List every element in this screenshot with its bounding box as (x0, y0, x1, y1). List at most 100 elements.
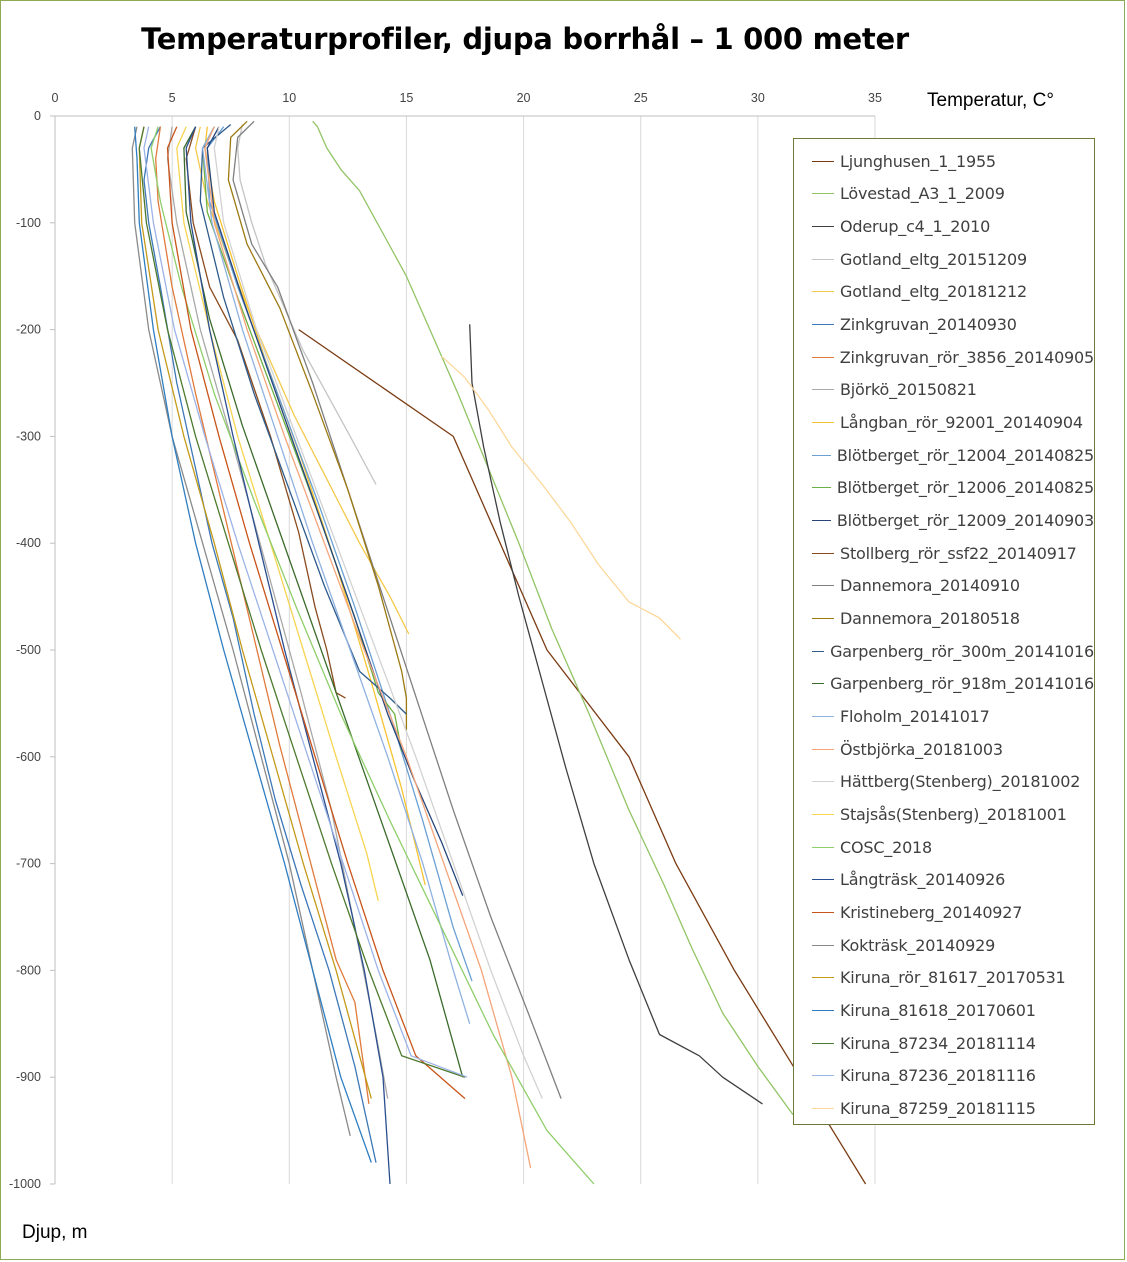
legend-swatch (812, 1042, 834, 1044)
series-line-27 (138, 126, 466, 1078)
legend-label: Stajsås(Stenberg)_20181001 (840, 804, 1067, 824)
legend-item-4: Gotland_eltg_20181212 (794, 276, 1094, 309)
legend-label: Kokträsk_20140929 (840, 935, 996, 955)
x-tick-label-0: 0 (52, 91, 59, 105)
legend-item-26: Kiruna_81618_20170601 (794, 994, 1094, 1027)
legend-label: Kiruna_87259_20181115 (840, 1098, 1036, 1118)
x-tick-labels: 0 5 10 15 20 25 30 35 (52, 91, 882, 105)
series-line-21 (150, 126, 595, 1185)
legend-label: Kristineberg_20140927 (840, 902, 1023, 922)
legend-item-18: Östbjörka_20181003 (794, 733, 1094, 766)
legend-label: Blötberget_rör_12009_20140903 (836, 511, 1094, 531)
legend-item-11: Blötberget_rör_12009_20140903 (794, 504, 1094, 537)
legend-swatch (812, 226, 834, 228)
series-line-10 (201, 126, 403, 752)
axes (50, 115, 875, 1185)
legend-swatch (812, 715, 834, 717)
series-line-26 (134, 126, 372, 1163)
y-tick-label-6: -600 (16, 750, 41, 764)
legend-swatch (812, 258, 834, 260)
series-line-19 (213, 126, 543, 1099)
y-tick-label-1: -100 (16, 216, 41, 230)
series-line-17 (201, 126, 471, 1024)
legend-swatch (812, 389, 834, 391)
legend-label: Lövestad_A3_1_2009 (840, 184, 1005, 204)
legend-label: Floholm_20141017 (840, 706, 990, 726)
legend-swatch (812, 552, 834, 554)
legend-item-14: Dannemora_20180518 (794, 602, 1094, 635)
legend-label: COSC_2018 (840, 837, 933, 857)
legend-label: Ljunghusen_1_1955 (840, 151, 996, 171)
x-tick-label-2: 10 (282, 91, 296, 105)
x-tick-label-7: 35 (868, 91, 882, 105)
series-line-11 (206, 126, 464, 896)
legend-swatch (812, 160, 834, 162)
legend-item-3: Gotland_eltg_20151209 (794, 243, 1094, 276)
legend-swatch (812, 422, 834, 424)
legend-item-16: Garpenberg_rör_918m_20141016 (794, 668, 1094, 701)
legend-swatch (812, 683, 825, 685)
legend-swatch (812, 193, 834, 195)
series-line-2 (469, 324, 763, 1105)
x-tick-label-3: 15 (399, 91, 413, 105)
legend-swatch (812, 911, 834, 913)
legend-label: Garpenberg_rör_918m_20141016 (830, 674, 1094, 694)
series-line-14 (227, 120, 408, 731)
series-line-16 (183, 126, 464, 1078)
legend-label: Dannemora_20180518 (840, 609, 1020, 629)
y-tick-label-9: -900 (16, 1070, 41, 1084)
legend-label: Kiruna_81618_20170601 (840, 1000, 1036, 1020)
series-line-12 (185, 126, 346, 699)
legend-item-23: Kristineberg_20140927 (794, 896, 1094, 929)
legend-item-6: Zinkgruvan_rör_3856_20140905 (794, 341, 1094, 374)
legend-item-13: Dannemora_20140910 (794, 570, 1094, 603)
y-tick-label-4: -400 (16, 536, 41, 550)
legend-swatch (812, 944, 834, 946)
legend: Ljunghusen_1_1955 Lövestad_A3_1_2009 Oderu… (793, 138, 1095, 1125)
legend-item-19: Hättberg(Stenberg)_20181002 (794, 765, 1094, 798)
series-line-3 (237, 124, 377, 485)
legend-label: Gotland_eltg_20181212 (840, 282, 1027, 302)
x-tick-label-1: 5 (169, 91, 176, 105)
legend-label: Kiruna_87234_20181114 (840, 1033, 1036, 1053)
series-line-20 (176, 126, 379, 902)
series-line-25 (138, 126, 372, 1099)
y-tick-label-8: -800 (16, 963, 41, 977)
legend-item-29: Kiruna_87259_20181115 (794, 1092, 1094, 1125)
legend-item-10: Blötberget_rör_12006_20140825 (794, 472, 1094, 505)
legend-swatch (812, 1075, 834, 1077)
legend-item-9: Blötberget_rör_12004_20140825 (794, 439, 1094, 472)
y-tick-labels: 0 -100 -200 -300 -400 -500 -600 -700 -800 -900 -10… (9, 109, 41, 1191)
y-tick-label-0: 0 (34, 109, 41, 123)
legend-swatch (812, 1009, 834, 1011)
legend-label: Blötberget_rör_12004_20140825 (836, 445, 1094, 465)
legend-swatch (812, 356, 834, 358)
legend-label: Kiruna_rör_81617_20170531 (840, 968, 1066, 988)
legend-swatch (812, 520, 831, 522)
legend-item-7: Björkö_20150821 (794, 374, 1094, 407)
legend-label: Gotland_eltg_20151209 (840, 249, 1027, 269)
legend-swatch (812, 618, 834, 620)
legend-item-2: Oderup_c4_1_2010 (794, 210, 1094, 243)
legend-swatch (812, 846, 834, 848)
legend-item-28: Kiruna_87236_20181116 (794, 1059, 1094, 1092)
legend-item-25: Kiruna_rör_81617_20170531 (794, 961, 1094, 994)
legend-label: Stollberg_rör_ssf22_20140917 (840, 543, 1077, 563)
legend-swatch (812, 977, 834, 979)
y-tick-label-7: -700 (16, 857, 41, 871)
legend-item-8: Långban_rör_92001_20140904 (794, 406, 1094, 439)
y-axis-label: Djup, m (22, 1222, 88, 1243)
legend-item-12: Stollberg_rör_ssf22_20140917 (794, 537, 1094, 570)
legend-swatch (812, 813, 834, 815)
series-line-1 (312, 120, 794, 1115)
series-line-28 (143, 126, 468, 1078)
legend-item-22: Långträsk_20140926 (794, 863, 1094, 896)
x-tick-label-6: 30 (751, 91, 765, 105)
legend-label: Östbjörka_20181003 (840, 739, 1003, 759)
series-line-24 (131, 126, 351, 1137)
legend-swatch (812, 585, 834, 587)
legend-label: Långban_rör_92001_20140904 (840, 413, 1083, 433)
legend-label: Blötberget_rör_12006_20140825 (836, 478, 1094, 498)
series-line-29 (441, 355, 681, 640)
